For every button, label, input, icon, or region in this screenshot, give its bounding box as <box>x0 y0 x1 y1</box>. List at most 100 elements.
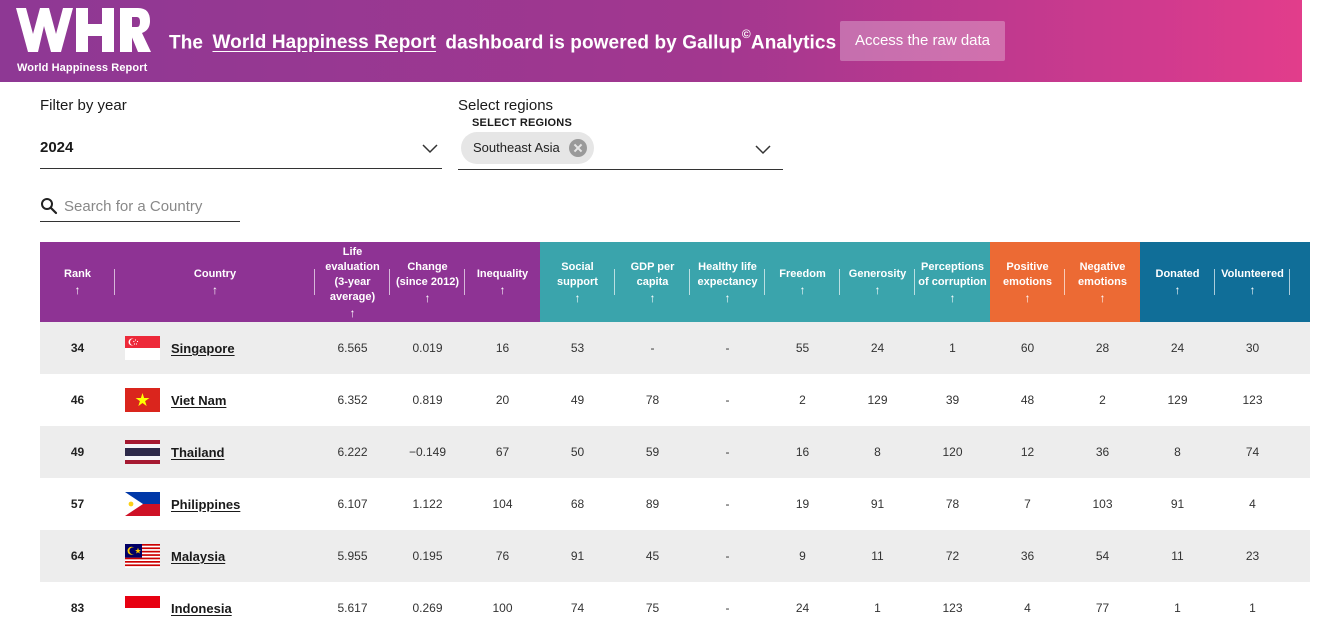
table-row[interactable]: 83 Indonesia 5.617 0.269 100 74 75 - 24 1 123 4 77 1 1 <box>40 582 1310 634</box>
table-row[interactable]: 49 Thailand 6.222 −0.149 67 50 59 - 16 8 120 12 36 8 7… <box>40 426 1310 478</box>
column-header-label: GDP per capita <box>630 260 675 288</box>
country-link[interactable]: Malaysia <box>171 549 226 564</box>
negative-cell: 36 <box>1095 445 1110 459</box>
donated-cell: 1 <box>1174 601 1181 615</box>
column-header-health[interactable]: Healthy life expectancy ↑ <box>690 242 765 322</box>
column-header-country[interactable]: Country ↑ <box>115 242 315 322</box>
tagline-mid: dashboard is powered by Gallup <box>445 32 742 54</box>
corruption-cell: 39 <box>945 393 960 407</box>
country-link[interactable]: Singapore <box>171 341 235 356</box>
sort-arrow-icon: ↑ <box>349 305 356 320</box>
column-header-label: Generosity <box>848 268 907 280</box>
rank-cell: 64 <box>70 549 85 563</box>
column-header-label: Volunteered <box>1221 268 1284 280</box>
column-header-helped[interactable]: Helped a stranger↑ <box>1290 242 1310 322</box>
remove-region-icon[interactable] <box>568 139 587 157</box>
negative-cell: 28 <box>1095 341 1110 355</box>
health-cell: - <box>725 341 730 355</box>
positive-cell: 48 <box>1020 393 1035 407</box>
table-row[interactable]: 57 Philippines 6.107 1.122 104 68 89 - 19 91 78 7 10… <box>40 478 1310 530</box>
volunteered-cell: 74 <box>1245 445 1260 459</box>
search-input[interactable] <box>64 194 238 218</box>
gdp-cell: 75 <box>645 601 660 615</box>
sort-arrow-icon: ↑ <box>724 290 731 305</box>
sort-arrow-icon: ↑ <box>874 283 881 297</box>
life-cell: 6.352 <box>337 393 368 407</box>
column-header-rank[interactable]: Rank ↑ <box>40 242 115 322</box>
freedom-cell: 16 <box>795 445 810 459</box>
chevron-down-icon <box>422 144 438 154</box>
change-cell: 0.269 <box>412 601 443 615</box>
whr-logo[interactable]: World Happiness Report <box>16 8 152 76</box>
column-header-negative[interactable]: Negative emotions ↑ <box>1065 242 1140 322</box>
column-header-label: Positive emotions <box>1003 260 1052 288</box>
column-header-volunteered[interactable]: Volunteered ↑ <box>1215 242 1290 322</box>
table-header: Rank ↑ Country ↑ Life evaluation (3-year ave… <box>40 242 1310 322</box>
rank-cell: 46 <box>70 393 85 407</box>
positive-cell: 36 <box>1020 549 1035 563</box>
chevron-down-icon <box>755 145 771 155</box>
volunteered-cell: 30 <box>1245 341 1260 355</box>
generosity-cell: 1 <box>874 601 881 615</box>
donated-cell: 91 <box>1170 497 1185 511</box>
positive-cell: 12 <box>1020 445 1035 459</box>
column-header-label: Life evaluation (3-year average) <box>325 245 380 303</box>
column-header-change[interactable]: Change (since 2012) ↑ <box>390 242 465 322</box>
column-header-life[interactable]: Life evaluation (3-year average) ↑ <box>315 242 390 322</box>
column-header-gdp[interactable]: GDP per capita ↑ <box>615 242 690 322</box>
sort-arrow-icon: ↑ <box>649 290 656 305</box>
change-cell: 0.019 <box>412 341 443 355</box>
table-row[interactable]: 34 Singapore 6.565 0.019 16 53 - - 55 24 1 60 28 24 30 <box>40 322 1310 374</box>
rank-cell: 49 <box>70 445 85 459</box>
column-header-freedom[interactable]: Freedom ↑ <box>765 242 840 322</box>
logo-caption: World Happiness Report <box>17 62 148 74</box>
column-header-corruption[interactable]: Perceptions of corruption ↑ <box>915 242 990 322</box>
gdp-cell: 78 <box>645 393 660 407</box>
column-header-generosity[interactable]: Generosity ↑ <box>840 242 915 322</box>
region-filter-label: Select regions <box>458 97 554 114</box>
gdp-cell: 59 <box>645 445 660 459</box>
region-field-label: SELECT REGIONS <box>472 117 572 129</box>
table-row[interactable]: 64 Malaysia 5.955 0.195 76 91 45 - 9 11 72 36 54 11 23 <box>40 530 1310 582</box>
health-cell: - <box>725 497 730 511</box>
column-header-inequality[interactable]: Inequality ↑ <box>465 242 540 322</box>
corruption-cell: 123 <box>942 601 963 615</box>
rank-cell: 57 <box>70 497 85 511</box>
inequality-cell: 100 <box>492 601 513 615</box>
column-header-label: Social support <box>557 260 598 288</box>
positive-cell: 7 <box>1024 497 1031 511</box>
column-header-donated[interactable]: Donated ↑ <box>1140 242 1215 322</box>
social-cell: 50 <box>570 445 585 459</box>
freedom-cell: 55 <box>795 341 810 355</box>
sort-arrow-icon: ↑ <box>1099 290 1106 305</box>
world-happiness-report-link[interactable]: World Happiness Report <box>212 32 437 54</box>
table-row[interactable]: 46 Viet Nam 6.352 0.819 20 49 78 - 2 129 39 48 2 129 1… <box>40 374 1310 426</box>
column-header-social[interactable]: Social support ↑ <box>540 242 615 322</box>
region-dropdown[interactable]: Southeast Asia <box>458 128 783 170</box>
rank-cell: 34 <box>70 341 85 355</box>
country-link[interactable]: Viet Nam <box>171 393 227 408</box>
inequality-cell: 104 <box>492 497 513 511</box>
life-cell: 5.955 <box>337 549 368 563</box>
volunteered-cell: 123 <box>1242 393 1263 407</box>
country-link[interactable]: Indonesia <box>171 601 232 616</box>
sort-arrow-icon: ↑ <box>574 290 581 305</box>
change-cell: −0.149 <box>408 445 447 459</box>
gdp-cell: 89 <box>645 497 660 511</box>
column-header-positive[interactable]: Positive emotions ↑ <box>990 242 1065 322</box>
year-dropdown[interactable]: 2024 <box>40 128 442 169</box>
inequality-cell: 67 <box>495 445 510 459</box>
copyright-mark: © <box>741 27 751 41</box>
country-link[interactable]: Philippines <box>171 497 241 512</box>
indonesia-flag <box>125 596 160 620</box>
country-link[interactable]: Thailand <box>171 445 225 460</box>
freedom-cell: 19 <box>795 497 810 511</box>
health-cell: - <box>725 393 730 407</box>
column-header-label: Healthy life expectancy <box>697 260 758 288</box>
life-cell: 6.222 <box>337 445 368 459</box>
thailand-flag <box>125 440 160 464</box>
region-chip: Southeast Asia <box>461 132 594 164</box>
social-cell: 49 <box>570 393 585 407</box>
change-cell: 0.195 <box>412 549 443 563</box>
access-raw-data-button[interactable]: Access the raw data <box>840 21 1005 61</box>
